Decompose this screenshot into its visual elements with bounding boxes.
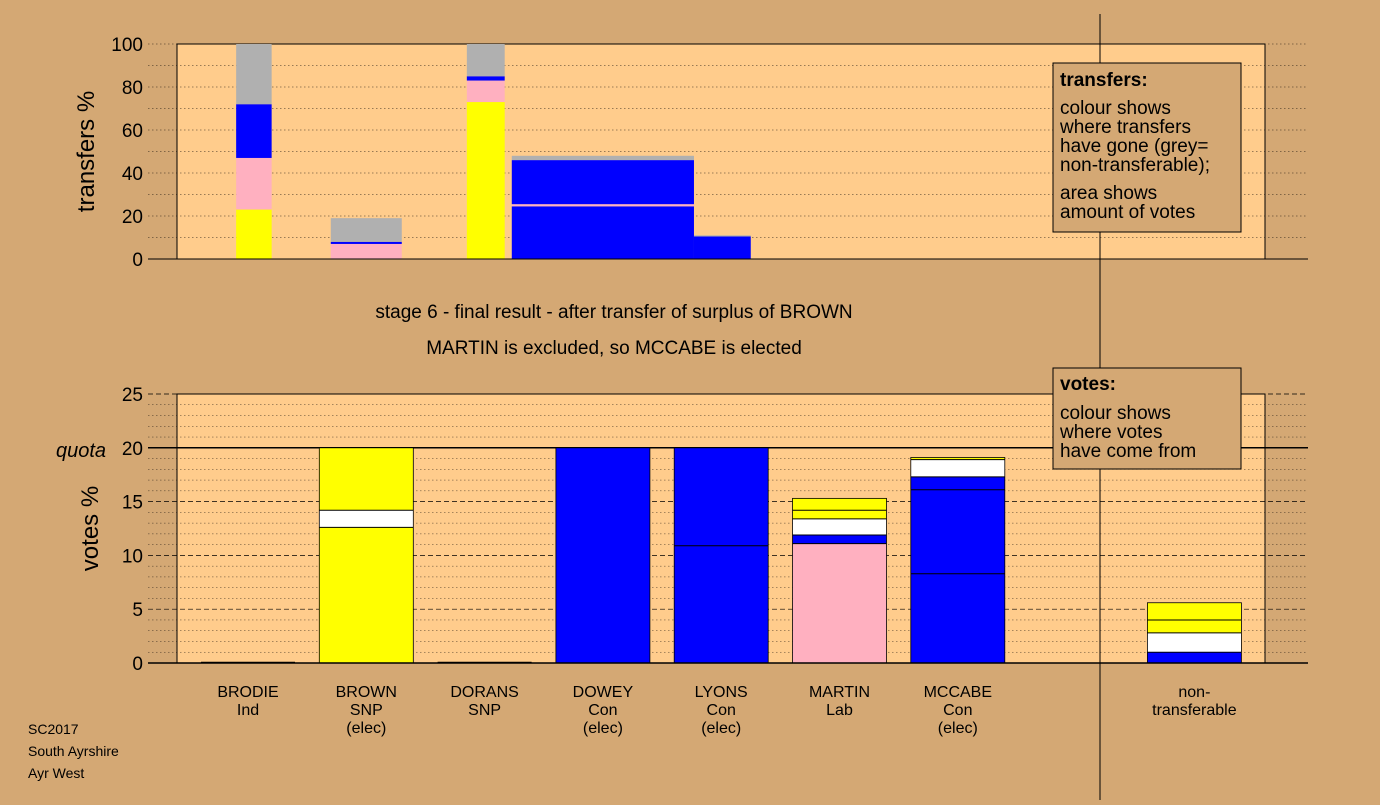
transfer-segment	[693, 235, 751, 237]
transfer-segment	[330, 243, 402, 259]
vote-segment	[910, 489, 1005, 574]
category-label: SNP	[468, 702, 501, 719]
category-label: Ind	[237, 702, 259, 719]
transfer-segment	[466, 102, 505, 259]
category-label: Con	[943, 702, 972, 719]
transfers-tick-label: 100	[111, 35, 143, 56]
vote-segment	[792, 543, 887, 663]
votes-legend-line: where votes	[1059, 422, 1162, 443]
category-label: (elec)	[583, 720, 623, 737]
transfers-legend-title: transfers:	[1060, 70, 1148, 91]
transfers-tick-label: 80	[122, 78, 143, 99]
transfers-legend: transfers: colour shows where transfers …	[1052, 62, 1242, 233]
transfers-tick-label: 0	[132, 250, 143, 271]
category-label: (elec)	[701, 720, 741, 737]
transfers-legend-line: have gone (grey=	[1060, 136, 1208, 157]
category-label: MCCABE	[924, 684, 992, 701]
transfer-segment	[466, 76, 505, 81]
transfer-segment	[236, 209, 272, 259]
category-label: MARTIN	[809, 684, 870, 701]
vote-segment	[319, 527, 414, 663]
vote-segment	[910, 457, 1005, 460]
category-label: (elec)	[938, 720, 978, 737]
vote-segment	[792, 534, 887, 544]
category-label: DOWEY	[573, 684, 634, 701]
category-label: Con	[588, 702, 617, 719]
category-label: (elec)	[346, 720, 386, 737]
transfer-segment	[511, 206, 694, 259]
transfer-segment	[693, 236, 751, 259]
vote-segment	[1147, 632, 1242, 653]
votes-legend-line: have come from	[1060, 441, 1196, 462]
transfers-legend-line: colour shows	[1060, 98, 1171, 119]
transfers-tick-label: 20	[122, 207, 143, 228]
votes-tick-label: 25	[122, 385, 143, 406]
vote-segment	[792, 518, 887, 535]
transfer-segment	[236, 157, 272, 210]
quota-label: quota	[56, 440, 106, 462]
transfers-legend-line: where transfers	[1059, 117, 1191, 138]
transfer-segment	[466, 80, 505, 103]
transfers-legend-line: non-transferable);	[1060, 155, 1210, 176]
vote-segment	[1147, 652, 1242, 663]
vote-segment	[674, 545, 769, 663]
footer-line-3: Ayr West	[28, 765, 84, 781]
transfer-segment	[236, 104, 272, 158]
transfers-legend-line: amount of votes	[1060, 202, 1195, 223]
footer-line-2: South Ayrshire	[28, 743, 119, 759]
category-label: DORANS	[450, 684, 518, 701]
transfer-segment	[466, 44, 505, 77]
votes-legend: votes: colour shows where votes have com…	[1052, 367, 1242, 470]
vote-segment	[792, 510, 887, 519]
category-label: transferable	[1152, 702, 1237, 719]
vote-segment	[910, 476, 1005, 490]
votes-tick-label: 15	[122, 493, 143, 514]
category-label: SNP	[350, 702, 383, 719]
vote-segment	[792, 498, 887, 511]
vote-segment	[910, 459, 1005, 477]
transfers-legend-line: area shows	[1060, 183, 1157, 204]
transfer-segment	[511, 160, 694, 205]
vote-segment	[555, 447, 650, 663]
category-label: non-	[1178, 684, 1210, 701]
vote-segment	[319, 447, 414, 511]
vote-segment	[319, 510, 414, 528]
category-label: LYONS	[695, 684, 748, 701]
category-label: BROWN	[336, 684, 397, 701]
vote-segment	[910, 573, 1005, 663]
category-label: BRODIE	[217, 684, 278, 701]
transfer-segment	[330, 218, 402, 242]
category-label: Lab	[826, 702, 853, 719]
chart-title-line1: stage 6 - final result - after transfer …	[375, 302, 852, 323]
footer-line-1: SC2017	[28, 721, 79, 737]
chart-title-line2: MARTIN is excluded, so MCCABE is elected	[426, 338, 802, 359]
votes-y-axis-label: votes %	[77, 486, 104, 571]
transfer-segment	[330, 241, 402, 244]
transfers-tick-label: 40	[122, 164, 143, 185]
votes-tick-label: 0	[132, 654, 143, 675]
transfer-segment	[511, 204, 694, 207]
vote-segment	[1147, 619, 1242, 633]
vote-segment	[1147, 602, 1242, 620]
votes-tick-label: 20	[122, 439, 143, 460]
votes-legend-title: votes:	[1060, 374, 1116, 395]
votes-legend-line: colour shows	[1060, 403, 1171, 424]
transfers-tick-label: 60	[122, 121, 143, 142]
transfer-segment	[511, 155, 694, 161]
votes-tick-label: 10	[122, 546, 143, 567]
votes-tick-label: 5	[132, 600, 143, 621]
transfer-segment	[236, 44, 272, 105]
vote-segment	[674, 447, 769, 546]
category-label: Con	[707, 702, 736, 719]
transfers-y-axis-label: transfers %	[73, 91, 100, 212]
